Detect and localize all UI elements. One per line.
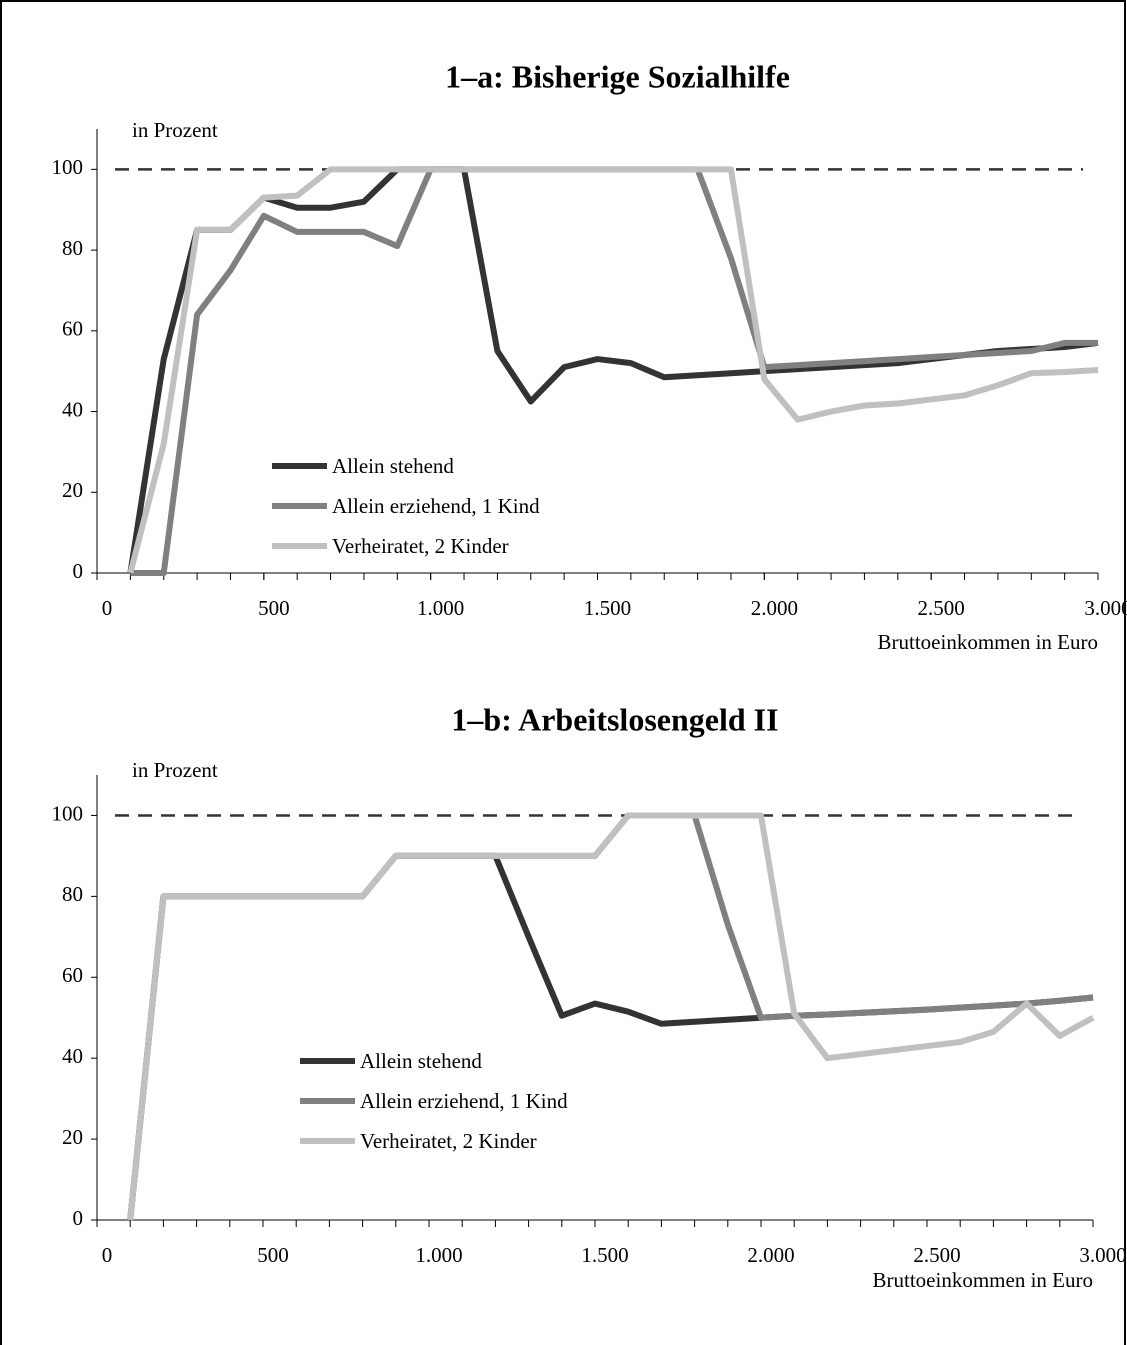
y-axis-label: in Prozent <box>132 118 218 142</box>
y-tick-label: 100 <box>52 155 84 179</box>
x-tick-label: 2.000 <box>747 1243 794 1267</box>
legend-label: Verheiratet, 2 Kinder <box>360 1129 537 1153</box>
x-tick-label: 2.500 <box>918 596 965 620</box>
x-tick-label: 1.500 <box>584 596 631 620</box>
series-line <box>127 812 1094 1221</box>
x-tick-label: 3.000 <box>1084 596 1127 620</box>
series-line <box>127 166 1099 574</box>
x-tick-label: 0 <box>102 596 113 620</box>
series-line <box>127 812 1095 1221</box>
legend-label: Allein erziehend, 1 Kind <box>332 494 540 518</box>
series-line <box>127 852 1094 1221</box>
y-tick-label: 0 <box>73 559 84 583</box>
legend-label: Allein stehend <box>332 454 454 478</box>
x-tick-label: 2.500 <box>913 1243 960 1267</box>
y-tick-label: 80 <box>62 236 83 260</box>
chart-title: 1–b: Arbeitslosengeld II <box>451 701 778 737</box>
y-tick-label: 20 <box>62 478 83 502</box>
x-tick-label: 0 <box>102 1243 113 1267</box>
y-tick-label: 40 <box>62 397 83 421</box>
x-tick-label: 1.500 <box>581 1243 628 1267</box>
y-tick-label: 80 <box>62 882 83 906</box>
series-line <box>130 166 1098 576</box>
y-tick-label: 100 <box>52 801 84 825</box>
x-tick-label: 3.000 <box>1079 1243 1126 1267</box>
x-tick-label: 2.000 <box>751 596 798 620</box>
x-tick-label: 500 <box>257 1243 289 1267</box>
y-tick-label: 20 <box>62 1125 83 1149</box>
x-tick-label: 1.000 <box>415 1243 462 1267</box>
y-axis-label: in Prozent <box>132 758 218 782</box>
y-tick-label: 60 <box>62 963 83 987</box>
y-tick-label: 60 <box>62 317 83 341</box>
legend-label: Allein stehend <box>360 1049 482 1073</box>
x-axis-label: Bruttoeinkommen in Euro <box>878 630 1098 654</box>
legend-label: Verheiratet, 2 Kinder <box>332 534 509 558</box>
y-tick-label: 40 <box>62 1044 83 1068</box>
chart-title: 1–a: Bisherige Sozialhilfe <box>445 58 790 94</box>
y-tick-label: 0 <box>73 1206 84 1230</box>
x-tick-label: 500 <box>258 596 290 620</box>
x-axis-label: Bruttoeinkommen in Euro <box>873 1268 1093 1292</box>
series-line <box>127 166 1099 574</box>
legend-label: Allein erziehend, 1 Kind <box>360 1089 568 1113</box>
x-tick-label: 1.000 <box>417 596 464 620</box>
